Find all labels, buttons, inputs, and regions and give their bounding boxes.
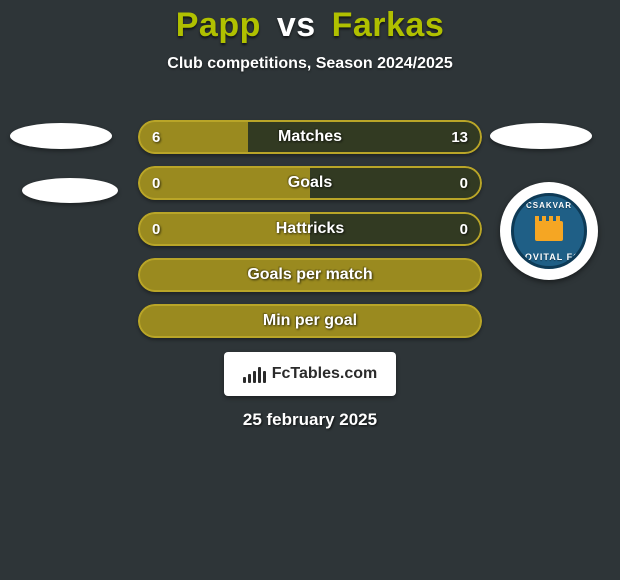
stat-label: Min per goal	[138, 304, 482, 338]
brand-bar	[243, 377, 246, 383]
date-label: 25 february 2025	[0, 410, 620, 430]
club-badge-castle-icon	[535, 221, 563, 241]
right-club-badge-ellipse	[490, 123, 592, 149]
club-badge-ring: CSAKVAR AQVITAL FC	[511, 193, 587, 269]
stat-pill: Goals per match	[138, 258, 482, 292]
title-vs: vs	[277, 6, 316, 44]
stat-pill: Min per goal	[138, 304, 482, 338]
stat-pill: Goals0 0	[138, 166, 482, 200]
page-title: Papp vs Farkas	[0, 0, 620, 45]
brand-bars-icon	[243, 365, 266, 383]
title-player-left: Papp	[176, 6, 261, 44]
stat-value-right: 0	[460, 212, 468, 246]
club-badge-bottom-text: AQVITAL FC	[517, 252, 580, 262]
infographic: Papp vs Farkas Club competitions, Season…	[0, 0, 620, 580]
stat-label: Goals	[138, 166, 482, 200]
stat-pill: Matches6 13	[138, 120, 482, 154]
stat-label: Matches	[138, 120, 482, 154]
stat-row: Min per goal	[0, 304, 620, 350]
stat-value-left: 0	[152, 166, 160, 200]
right-club-badge: CSAKVAR AQVITAL FC	[500, 182, 598, 280]
subtitle: Club competitions, Season 2024/2025	[0, 55, 620, 73]
stat-value-left: 6	[152, 120, 160, 154]
stat-value-right: 0	[460, 166, 468, 200]
brand-bar	[263, 371, 266, 383]
stat-label: Hattricks	[138, 212, 482, 246]
stat-pill: Hattricks0 0	[138, 212, 482, 246]
stat-value-right: 13	[451, 120, 468, 154]
left-club-badge-2	[22, 178, 118, 203]
left-club-badge-1	[10, 123, 112, 149]
title-player-right: Farkas	[332, 6, 445, 44]
stat-value-left: 0	[152, 212, 160, 246]
club-badge-top-text: CSAKVAR	[526, 201, 572, 210]
brand-bar	[258, 367, 261, 383]
brand-bar	[253, 371, 256, 383]
brand-text: FcTables.com	[272, 365, 378, 383]
stat-label: Goals per match	[138, 258, 482, 292]
brand-bar	[248, 374, 251, 383]
brand-watermark: FcTables.com	[224, 352, 396, 396]
